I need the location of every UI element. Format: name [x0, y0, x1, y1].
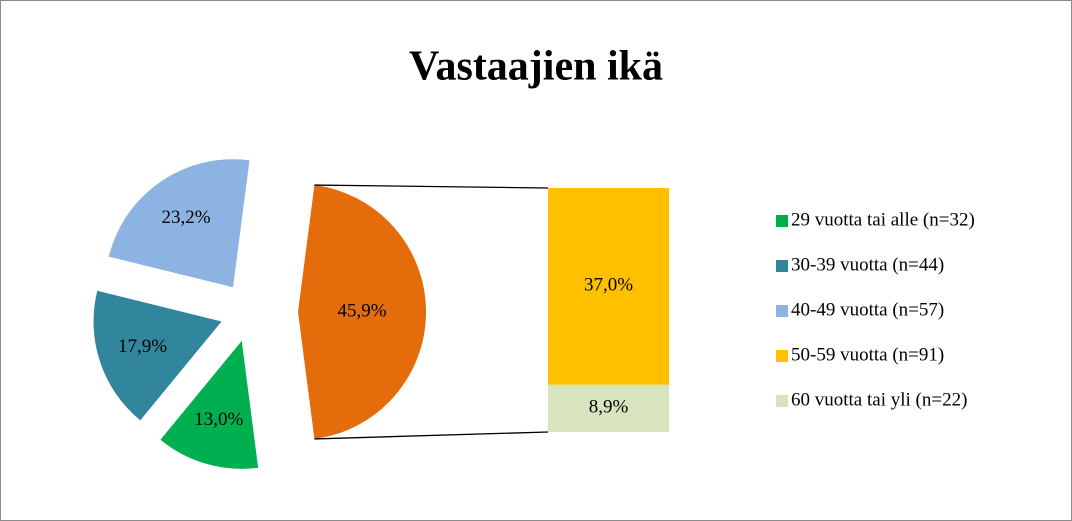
legend-label: 60 vuotta tai yli (n=22): [791, 389, 967, 410]
connector-line: [314, 431, 549, 440]
legend-swatch: [776, 395, 788, 407]
data-label: 45,9%: [337, 300, 386, 321]
data-label: 17,9%: [118, 336, 167, 357]
legend-label: 50-59 vuotta (n=91): [791, 344, 944, 365]
data-label: 37,0%: [584, 275, 633, 296]
legend-swatch: [776, 305, 788, 317]
pie-slice: [298, 185, 427, 439]
pie-slice: [108, 159, 250, 288]
bar-segment: [548, 384, 669, 432]
bar-segment: [548, 188, 669, 385]
legend-label: 40-49 vuotta (n=57): [791, 299, 944, 320]
pie-slice: [160, 340, 259, 469]
legend-label: 29 vuotta tai alle (n=32): [791, 209, 975, 230]
legend-label: 30-39 vuotta (n=44): [791, 254, 944, 275]
legend-swatch: [776, 350, 788, 362]
chart-title: Vastaajien ikä: [409, 44, 663, 90]
legend-swatch: [776, 260, 788, 272]
pie-slice: [93, 290, 222, 421]
legend-swatch: [776, 215, 788, 227]
data-label: 8,9%: [589, 397, 629, 418]
data-label: 23,2%: [162, 207, 211, 228]
data-label: 13,0%: [194, 409, 243, 430]
connector-line: [314, 184, 549, 189]
